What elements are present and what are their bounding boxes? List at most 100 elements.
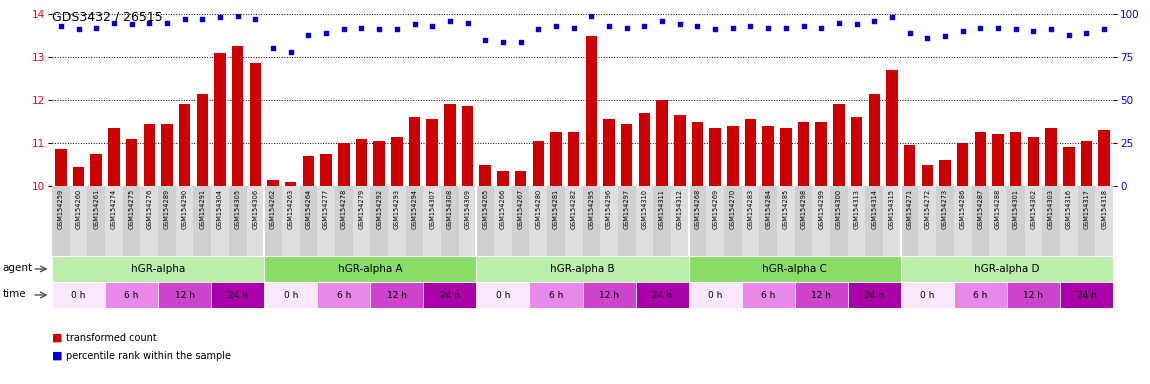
Bar bbox=[848, 282, 900, 308]
Bar bbox=[476, 282, 529, 308]
Text: GSM154259: GSM154259 bbox=[58, 189, 64, 229]
Bar bbox=[105, 186, 123, 256]
Bar bbox=[670, 186, 689, 256]
Text: GSM154312: GSM154312 bbox=[676, 189, 683, 229]
Text: GSM154272: GSM154272 bbox=[925, 189, 930, 229]
Bar bbox=[1007, 282, 1060, 308]
Bar bbox=[868, 94, 880, 186]
Text: GSM154315: GSM154315 bbox=[889, 189, 895, 229]
Text: GSM154271: GSM154271 bbox=[906, 189, 913, 229]
Bar bbox=[742, 282, 795, 308]
Text: ■: ■ bbox=[52, 333, 62, 343]
Point bbox=[795, 23, 813, 29]
Point bbox=[388, 26, 406, 33]
Bar bbox=[476, 256, 689, 282]
Bar bbox=[282, 186, 299, 256]
Bar bbox=[689, 186, 706, 256]
Bar bbox=[851, 117, 862, 186]
Text: GSM154261: GSM154261 bbox=[93, 189, 99, 229]
Text: GSM154289: GSM154289 bbox=[164, 189, 170, 229]
Text: percentile rank within the sample: percentile rank within the sample bbox=[66, 351, 231, 361]
Bar bbox=[795, 186, 812, 256]
Bar bbox=[565, 186, 583, 256]
Bar bbox=[953, 282, 1007, 308]
Text: 24 h: 24 h bbox=[440, 291, 460, 300]
Text: GSM154279: GSM154279 bbox=[359, 189, 365, 229]
Bar bbox=[161, 124, 172, 186]
Text: GSM154295: GSM154295 bbox=[589, 189, 595, 229]
Text: GSM154316: GSM154316 bbox=[1066, 189, 1072, 229]
Bar bbox=[264, 186, 282, 256]
Text: hGR-alpha: hGR-alpha bbox=[131, 264, 185, 274]
Text: transformed count: transformed count bbox=[66, 333, 156, 343]
Text: 12 h: 12 h bbox=[599, 291, 619, 300]
Bar bbox=[158, 186, 176, 256]
Bar bbox=[321, 154, 332, 186]
Point bbox=[193, 16, 212, 22]
Bar bbox=[55, 149, 67, 186]
Point bbox=[476, 37, 494, 43]
Point bbox=[829, 20, 848, 26]
Bar bbox=[866, 186, 883, 256]
Bar bbox=[636, 186, 653, 256]
Bar bbox=[388, 186, 406, 256]
Text: GSM154305: GSM154305 bbox=[235, 189, 240, 229]
Point bbox=[405, 21, 423, 27]
Bar bbox=[657, 100, 668, 186]
Bar bbox=[250, 63, 261, 186]
Text: GSM154288: GSM154288 bbox=[995, 189, 1000, 229]
Bar bbox=[777, 186, 795, 256]
Bar bbox=[550, 132, 561, 186]
Point bbox=[210, 14, 229, 20]
Bar bbox=[444, 104, 455, 186]
Bar bbox=[547, 186, 565, 256]
Bar bbox=[989, 186, 1007, 256]
Bar bbox=[585, 35, 597, 186]
Point bbox=[883, 14, 902, 20]
Bar bbox=[780, 128, 791, 186]
Point bbox=[653, 18, 672, 24]
Bar bbox=[957, 143, 968, 186]
Point bbox=[1078, 30, 1096, 36]
Text: GSM154290: GSM154290 bbox=[182, 189, 187, 229]
Bar bbox=[355, 139, 367, 186]
Bar bbox=[529, 186, 547, 256]
Bar bbox=[887, 70, 898, 186]
Text: GSM154262: GSM154262 bbox=[270, 189, 276, 229]
Bar bbox=[353, 186, 370, 256]
Bar bbox=[1063, 147, 1074, 186]
Bar bbox=[724, 186, 742, 256]
Point bbox=[140, 20, 159, 26]
Bar bbox=[70, 186, 87, 256]
Bar bbox=[335, 186, 353, 256]
Bar bbox=[1010, 132, 1021, 186]
Point bbox=[635, 23, 653, 29]
Text: GSM154296: GSM154296 bbox=[606, 189, 612, 229]
Text: GSM154308: GSM154308 bbox=[447, 189, 453, 229]
Point bbox=[546, 23, 565, 29]
Text: 24 h: 24 h bbox=[652, 291, 672, 300]
Bar bbox=[1007, 186, 1025, 256]
Bar bbox=[144, 124, 155, 186]
Text: 6 h: 6 h bbox=[124, 291, 139, 300]
Point bbox=[1006, 26, 1025, 33]
Text: GSM154300: GSM154300 bbox=[836, 189, 842, 229]
Bar bbox=[583, 282, 636, 308]
Point bbox=[122, 21, 140, 27]
Bar bbox=[636, 282, 689, 308]
Text: 0 h: 0 h bbox=[708, 291, 722, 300]
Bar bbox=[689, 256, 900, 282]
Point bbox=[512, 38, 530, 45]
Bar bbox=[459, 186, 476, 256]
Bar bbox=[264, 256, 476, 282]
Point bbox=[723, 25, 742, 31]
Point bbox=[317, 30, 336, 36]
Bar bbox=[1042, 186, 1060, 256]
Text: GSM154304: GSM154304 bbox=[217, 189, 223, 229]
Bar bbox=[1060, 282, 1113, 308]
Text: GSM154294: GSM154294 bbox=[412, 189, 417, 229]
Bar bbox=[52, 186, 70, 256]
Point bbox=[263, 45, 282, 51]
Bar bbox=[1098, 130, 1110, 186]
Text: GSM154267: GSM154267 bbox=[518, 189, 523, 229]
